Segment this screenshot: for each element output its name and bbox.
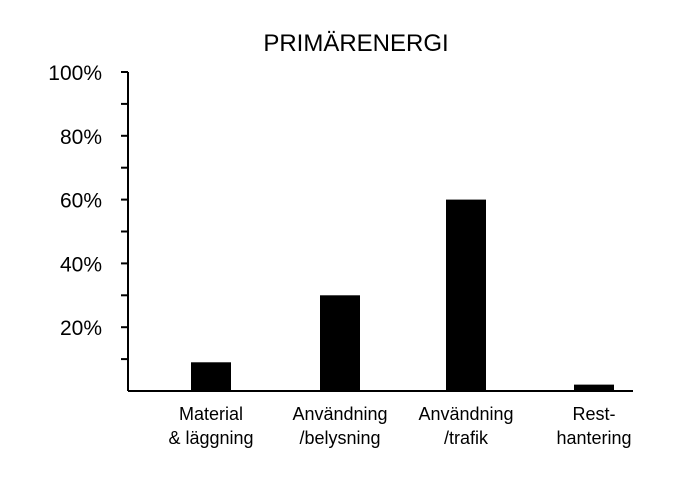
- category-label: /belysning: [299, 428, 380, 448]
- category-label: /trafik: [444, 428, 489, 448]
- y-tick-label: 20%: [60, 317, 102, 340]
- category-label: Användning: [292, 404, 387, 424]
- y-axis: 20% 40% 60% 80% 100%: [48, 62, 129, 391]
- category-label: & läggning: [168, 428, 253, 448]
- bar: [574, 384, 614, 391]
- category-labels: Material & läggning Användning/belysning An…: [168, 404, 631, 448]
- bar: [446, 199, 486, 391]
- bars: [191, 199, 614, 391]
- bar: [191, 362, 231, 391]
- y-tick-label: 80%: [60, 126, 102, 149]
- y-tick-label: 40%: [60, 253, 102, 276]
- y-tick-label: 100%: [48, 62, 102, 85]
- category-label: hantering: [556, 428, 631, 448]
- bar: [320, 295, 360, 391]
- category-label: Rest-: [572, 404, 615, 424]
- category-label: Material: [179, 404, 243, 424]
- category-label: Användning: [418, 404, 513, 424]
- y-tick-label: 60%: [60, 190, 102, 213]
- chart-title: PRIMÄRENERGI: [263, 30, 448, 57]
